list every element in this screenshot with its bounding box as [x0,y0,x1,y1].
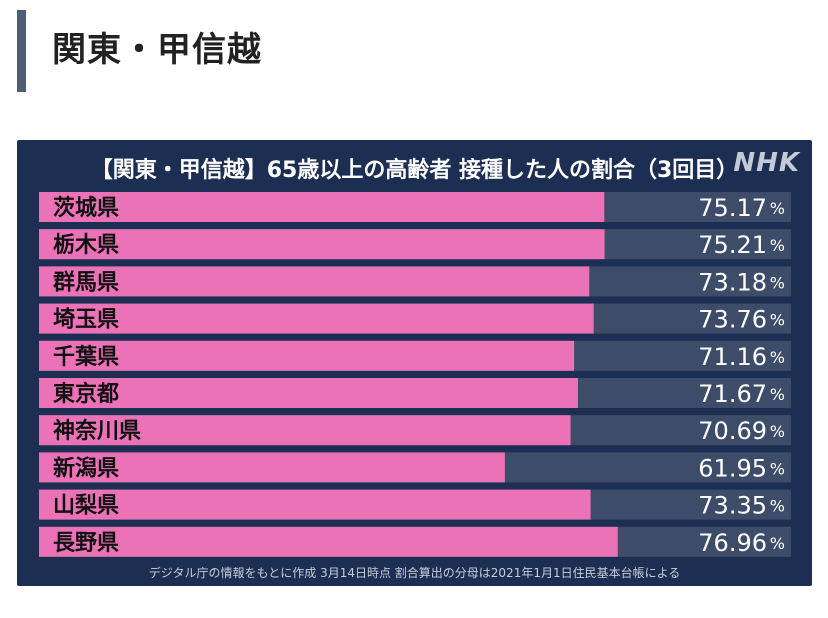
nhk-logo: NHK [733,148,800,178]
value-label: 73.35 [698,492,767,520]
category-label: 東京都 [53,381,119,407]
bar-chart: 茨城県 75.17 % 栃木県 75.21 % 群馬県 73.18 % 埼玉県 73.76 % 千葉県 7… [39,192,791,557]
bar-row: 新潟県 61.95% [39,452,791,483]
footnote: デジタル庁の情報をもとに作成 3月14日時点 割合算出の分母は2021年1月1日… [148,566,681,580]
chart-panel: 【関東・甲信越】65歳以上の高齢者 接種した人の割合（3回目） NHK 茨城県 7… [17,140,812,586]
category-label: 茨城県 [53,195,119,221]
unit-label: % [770,311,785,330]
category-label: 群馬県 [53,269,119,295]
page-heading: 関東・甲信越 [52,30,262,70]
bar-row: 埼玉県 73.76% [39,303,791,334]
bar [39,192,605,222]
bar [39,340,575,371]
unit-label: % [770,459,785,478]
bar-row: 群馬県 73.18% [39,266,791,297]
category-label: 神奈川県 [53,418,141,444]
value-label: 73.76 [698,306,767,334]
unit-label: % [770,348,785,367]
chart-title: 【関東・甲信越】65歳以上の高齢者 接種した人の割合（3回目） [90,158,739,183]
category-label: 山梨県 [53,494,119,519]
unit-label: % [770,199,785,218]
heading-accent-bar [17,10,26,92]
bar [39,489,591,520]
bar-row: 千葉県 71.16% [39,340,791,371]
value-label: 73.18 [698,268,767,296]
unit-label: % [770,497,785,516]
bar [39,378,578,408]
category-label: 新潟県 [53,455,119,481]
value-label: 76.96 [698,529,767,557]
bar-row: 長野県 76.96% [39,526,791,557]
value-label: 75.21 [698,231,767,259]
unit-label: % [770,385,785,404]
value-label: 75.17 [698,194,767,222]
unit-label: % [770,273,785,292]
unit-label: % [770,236,785,255]
bar [39,229,605,260]
category-label: 長野県 [53,531,119,556]
bar-row: 山梨県 73.35% [39,489,791,520]
value-label: 71.67 [698,380,767,408]
category-label: 千葉県 [53,345,119,370]
category-label: 埼玉県 [53,308,119,333]
bar-row: 神奈川県 70.69% [39,415,791,446]
bar-row: 栃木県 75.21% [39,229,791,260]
bar [39,415,571,446]
bar [39,266,590,297]
bar [39,526,618,557]
unit-label: % [770,534,785,553]
bar [39,452,505,483]
bar-row: 茨城県 75.17% [39,192,791,222]
value-label: 61.95 [698,454,767,482]
value-label: 70.69 [698,417,767,445]
value-label: 71.16 [698,343,767,371]
bar [39,303,594,334]
bar-row: 東京都 71.67% [39,378,791,408]
category-label: 栃木県 [53,233,119,258]
unit-label: % [770,422,785,441]
